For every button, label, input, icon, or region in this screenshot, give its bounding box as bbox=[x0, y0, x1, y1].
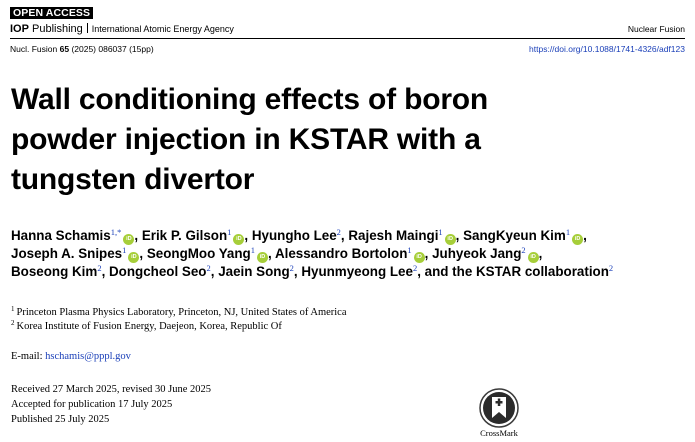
author-name: Juhyeok Jang bbox=[432, 246, 522, 261]
publisher-separator bbox=[86, 23, 88, 33]
orcid-icon[interactable]: iD bbox=[128, 252, 140, 263]
publication-dates: Received 27 March 2025, revised 30 June … bbox=[11, 382, 211, 427]
email-label: E-mail: bbox=[11, 351, 46, 362]
author-affiliation-ref[interactable]: 1 bbox=[227, 227, 232, 237]
author-name: Jaein Song bbox=[218, 264, 290, 279]
author-line: Boseong Kim2, Dongcheol Seo2, Jaein Song… bbox=[11, 263, 614, 279]
author-name: Joseph A. Snipes bbox=[11, 246, 123, 261]
author: Hanna Schamis1,*iD bbox=[11, 227, 135, 245]
doi-link[interactable]: https://doi.org/10.1088/1741-4326/adf123 bbox=[529, 44, 685, 54]
author-line: Joseph A. Snipes1iD, SeongMoo Yang1iD, A… bbox=[11, 245, 543, 263]
author: Juhyeok Jang2iD bbox=[432, 245, 539, 263]
affiliation-item: 2 Korea Institute of Fusion Energy, Daeje… bbox=[11, 319, 282, 333]
volume: 65 bbox=[59, 44, 70, 54]
author: Rajesh Maingi1iD bbox=[348, 227, 456, 245]
author-name: SangKyeun Kim bbox=[463, 228, 566, 243]
orcid-icon[interactable]: iD bbox=[527, 252, 539, 263]
email-line: E-mail: hschamis@pppl.gov bbox=[11, 350, 131, 364]
author-affiliation-ref[interactable]: 1 bbox=[407, 245, 412, 255]
open-access-badge: OPEN ACCESS bbox=[10, 7, 94, 19]
crossmark-icon bbox=[479, 388, 519, 428]
author: SangKyeun Kim1iD bbox=[463, 227, 584, 245]
author-name: Hanna Schamis bbox=[11, 228, 111, 243]
author-affiliation-ref[interactable]: 1 bbox=[250, 245, 255, 255]
orcid-icon[interactable]: iD bbox=[233, 234, 245, 245]
author-name: and the KSTAR collaboration bbox=[424, 264, 609, 279]
author-affiliation-ref[interactable]: 2 bbox=[412, 263, 418, 273]
received-date: Received 27 March 2025, revised 30 June … bbox=[11, 384, 212, 395]
author-affiliation-ref[interactable]: 2 bbox=[336, 227, 341, 237]
header-rule bbox=[10, 38, 685, 39]
author: Hyunmyeong Lee2 bbox=[301, 264, 417, 279]
author-name: Erik P. Gilson bbox=[141, 228, 228, 243]
crossmark-label: CrossMark bbox=[480, 428, 518, 438]
author-name: Hyungho Lee bbox=[251, 228, 337, 243]
email-link[interactable]: hschamis@pppl.gov bbox=[45, 351, 131, 362]
author-affiliation-ref[interactable]: 2 bbox=[289, 263, 294, 273]
author-name: Hyunmyeong Lee bbox=[301, 264, 413, 279]
author: SeongMoo Yang1iD bbox=[146, 245, 268, 263]
author: Erik P. Gilson1iD bbox=[141, 227, 245, 245]
author-name: SeongMoo Yang bbox=[146, 246, 251, 261]
author-name: Boseong Kim bbox=[11, 264, 98, 279]
author-affiliation-ref[interactable]: 2 bbox=[97, 263, 102, 273]
author-affiliation-ref[interactable]: 1 bbox=[565, 227, 571, 237]
author-line: Hanna Schamis1,*iD, Erik P. Gilson1iD, H… bbox=[11, 227, 587, 245]
orcid-icon[interactable]: iD bbox=[444, 234, 456, 245]
journal-name: Nuclear Fusion bbox=[627, 24, 685, 34]
orcid-icon[interactable]: iD bbox=[257, 252, 268, 263]
author-name: Alessandro Bortolon bbox=[274, 246, 408, 261]
affiliation-item: 1 Princeton Plasma Physics Laboratory, Pr… bbox=[11, 305, 347, 319]
author: Jaein Song2 bbox=[218, 264, 294, 279]
author-affiliation-ref[interactable]: 1 bbox=[122, 245, 127, 255]
citation-line: Nucl. Fusion 65 (2025) 086037 (15pp) htt… bbox=[10, 43, 685, 55]
author-affiliation-ref[interactable]: 2 bbox=[206, 263, 211, 273]
orcid-icon[interactable]: iD bbox=[413, 252, 425, 263]
title-line: tungsten divertor bbox=[11, 163, 255, 196]
paper-title: Wall conditioning effects of boron powde… bbox=[11, 80, 571, 200]
published-date: Published 25 July 2025 bbox=[11, 414, 110, 425]
agency-name: International Atomic Energy Agency bbox=[91, 24, 234, 34]
orcid-icon[interactable]: iD bbox=[123, 234, 135, 245]
title-line: Wall conditioning effects of boron bbox=[11, 83, 489, 116]
author-affiliation-ref[interactable]: 1 bbox=[438, 227, 443, 237]
iop-publishing-logo: IOP Publishing bbox=[10, 23, 83, 35]
citation-rest: (2025) 086037 (15pp) bbox=[69, 44, 154, 54]
title-line: powder injection in KSTAR with a bbox=[11, 123, 481, 156]
orcid-icon[interactable]: iD bbox=[572, 234, 584, 245]
author-affiliation-ref[interactable]: 2 bbox=[521, 245, 526, 255]
author: Hyungho Lee2 bbox=[252, 228, 341, 243]
author: Boseong Kim2 bbox=[11, 264, 102, 279]
affiliations: 1 Princeton Plasma Physics Laboratory, Pr… bbox=[11, 306, 571, 334]
crossmark-button[interactable]: CrossMark bbox=[474, 388, 524, 440]
publisher-line: IOP Publishing International Atomic Energ… bbox=[10, 22, 685, 36]
author: and the KSTAR collaboration2 bbox=[425, 264, 614, 279]
author: Alessandro Bortolon1iD bbox=[274, 245, 425, 263]
author-name: Rajesh Maingi bbox=[348, 228, 439, 243]
author-list: Hanna Schamis1,*iD, Erik P. Gilson1iD, H… bbox=[11, 227, 681, 281]
author: Dongcheol Seo2 bbox=[109, 264, 211, 279]
author: Joseph A. Snipes1iD bbox=[11, 245, 140, 263]
journal-abbrev: Nucl. Fusion bbox=[10, 44, 60, 54]
author-affiliation-ref[interactable]: 1,* bbox=[110, 227, 122, 237]
author-name: Dongcheol Seo bbox=[109, 264, 207, 279]
accepted-date: Accepted for publication 17 July 2025 bbox=[11, 399, 173, 410]
author-affiliation-ref[interactable]: 2 bbox=[608, 263, 614, 273]
